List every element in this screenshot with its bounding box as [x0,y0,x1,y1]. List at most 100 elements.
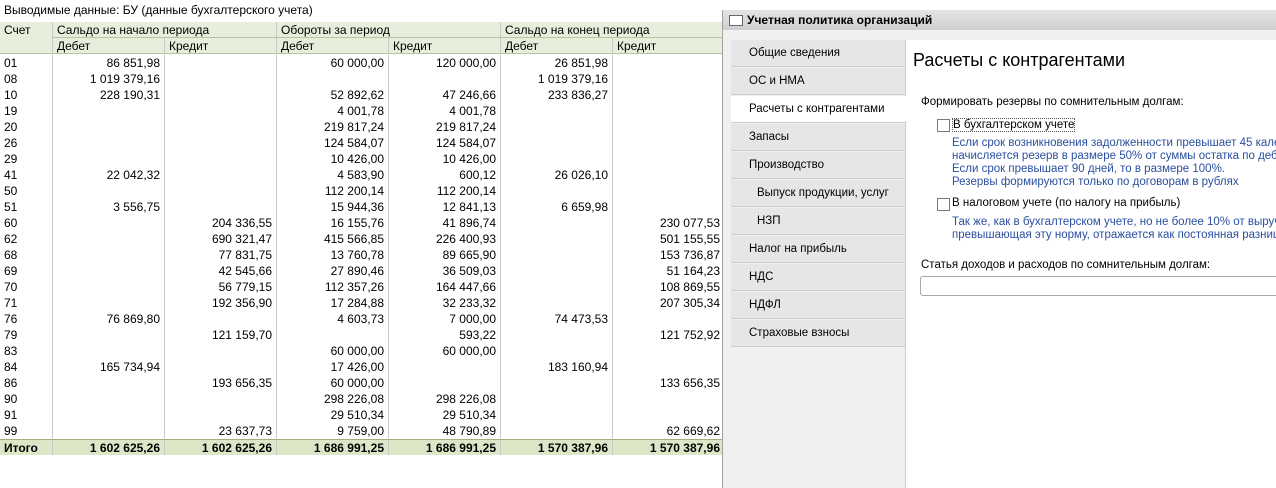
amount-cell: 3 556,75 [53,199,165,215]
amount-cell [53,407,165,423]
amount-cell: 10 426,00 [277,151,389,167]
amount-cell [501,407,613,423]
amount-cell [165,55,277,71]
nav-item[interactable]: НДФЛ [731,292,905,319]
amount-cell [613,343,722,359]
header-cell: Сальдо на начало периода [53,22,277,38]
amount-cell [165,343,277,359]
amount-cell: 7 000,00 [389,311,501,327]
amount-cell [501,327,613,343]
amount-cell: 121 159,70 [165,327,277,343]
nav-item[interactable]: Производство [731,152,905,179]
amount-cell [501,247,613,263]
amount-cell: 29 510,34 [277,407,389,423]
amount-cell: 17 284,88 [277,295,389,311]
amount-cell [53,119,165,135]
note: Если срок возникновения задолженности пр… [952,137,1276,149]
amount-cell: 219 817,24 [389,119,501,135]
amount-cell: 23 637,73 [165,423,277,439]
amount-cell [501,151,613,167]
amount-cell: 233 836,27 [501,87,613,103]
amount-cell [501,391,613,407]
amount-cell [613,87,722,103]
nav-item[interactable]: Выпуск продукции, услуг [731,180,905,207]
nav-item[interactable]: Запасы [731,124,905,151]
amount-cell [613,71,722,87]
amount-cell [389,71,501,87]
amount-cell: 192 356,90 [165,295,277,311]
account-cell: 70 [0,279,53,295]
amount-cell [501,375,613,391]
amount-cell [613,183,722,199]
amount-cell: 77 831,75 [165,247,277,263]
amount-cell [277,327,389,343]
amount-cell [53,343,165,359]
amount-cell: 4 583,90 [277,167,389,183]
item-input[interactable] [920,276,1276,296]
amount-cell: 183 160,94 [501,359,613,375]
amount-cell: 27 890,46 [277,263,389,279]
amount-cell [501,183,613,199]
account-cell: 50 [0,183,53,199]
checkbox[interactable] [937,119,950,132]
nav-item[interactable]: Страховые взносы [731,320,905,347]
nav-item[interactable]: НДС [731,264,905,291]
amount-cell: 22 042,32 [53,167,165,183]
amount-cell [501,119,613,135]
account-cell: 26 [0,135,53,151]
account-cell: 29 [0,151,53,167]
amount-cell [389,375,501,391]
amount-cell: 593,22 [389,327,501,343]
amount-cell: 62 669,62 [613,423,722,439]
amount-cell [501,263,613,279]
account-cell: 08 [0,71,53,87]
account-cell: 69 [0,263,53,279]
account-cell: 90 [0,391,53,407]
amount-cell: 17 426,00 [277,359,389,375]
amount-cell: 42 545,66 [165,263,277,279]
note: Так же, как в бухгалтерском учете, но не… [952,216,1276,228]
account-cell: 84 [0,359,53,375]
amount-cell: 32 233,32 [389,295,501,311]
account-cell: 86 [0,375,53,391]
amount-cell [165,87,277,103]
amount-cell: 51 164,23 [613,263,722,279]
checkbox-label[interactable]: В бухгалтерском учете [952,118,1076,132]
amount-cell [53,183,165,199]
amount-cell [165,183,277,199]
checkbox-label[interactable]: В налоговом учете (по налогу на прибыль) [952,197,1181,209]
amount-cell: 108 869,55 [613,279,722,295]
amount-cell: 133 656,35 [613,375,722,391]
nav-item[interactable]: ОС и НМА [731,68,905,95]
amount-cell [277,71,389,87]
amount-cell: 26 851,98 [501,55,613,71]
amount-cell: 228 190,31 [53,87,165,103]
nav-item[interactable]: НЗП [731,208,905,235]
amount-cell: 204 336,55 [165,215,277,231]
amount-cell: 52 892,62 [277,87,389,103]
nav-item[interactable]: Расчеты с контрагентами [731,96,907,123]
amount-cell: 164 447,66 [389,279,501,295]
nav-item[interactable]: Налог на прибыль [731,236,905,263]
amount-cell [53,375,165,391]
amount-cell: 26 026,10 [501,167,613,183]
amount-cell [53,423,165,439]
amount-cell: 112 357,26 [277,279,389,295]
amount-cell [53,391,165,407]
amount-cell [165,311,277,327]
amount-cell [613,359,722,375]
amount-cell [165,407,277,423]
amount-cell [501,343,613,359]
amount-cell [165,119,277,135]
nav-item[interactable]: Общие сведения [731,40,905,67]
amount-cell [165,103,277,119]
amount-cell: 74 473,53 [501,311,613,327]
header-cell: Дебет [501,38,613,54]
amount-cell: 6 659,98 [501,199,613,215]
header-cell: Кредит [613,38,722,54]
total-cell: Итого [0,439,53,455]
account-cell: 19 [0,103,53,119]
amount-cell [501,135,613,151]
checkbox[interactable] [937,198,950,211]
